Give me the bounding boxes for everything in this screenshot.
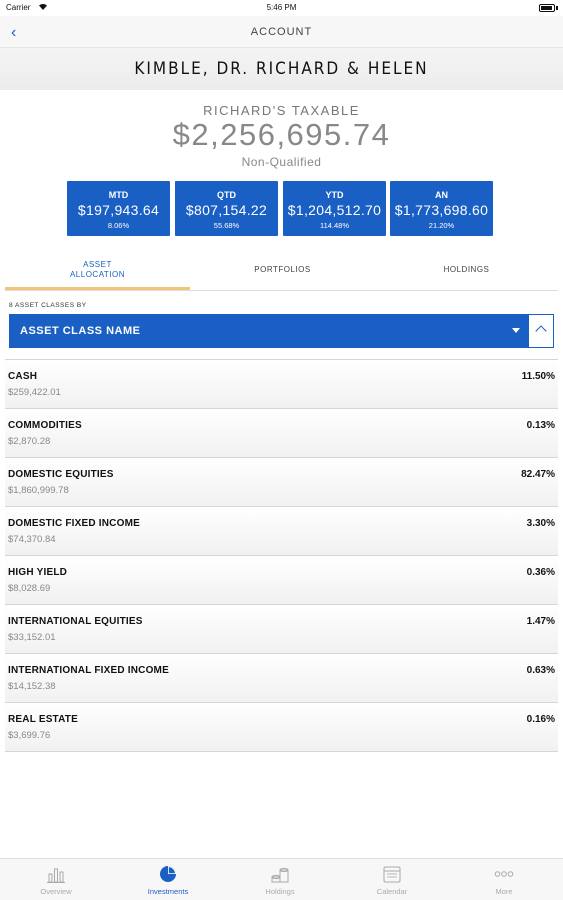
asset-class-name: INTERNATIONAL EQUITIES [8,616,143,627]
asset-class-value: $1,860,999.78 [8,485,69,496]
asset-class-percent: 0.63% [526,665,555,676]
tab-bar-label: More [495,887,513,896]
wifi-icon [39,3,47,10]
tab-bar-item-investments[interactable]: Investments [112,859,224,900]
period-label: MTD [108,190,129,200]
asset-class-value: $14,152.38 [8,681,56,692]
asset-class-percent: 0.13% [526,420,555,431]
tab-bar-label: Investments [147,887,189,896]
asset-class-value: $8,028.69 [8,583,51,594]
asset-class-name: DOMESTIC FIXED INCOME [8,518,140,529]
period-tile-an[interactable]: AN $1,773,698.60 21.20% [390,181,493,236]
asset-class-percent: 11.50% [521,371,555,382]
account-tabs: ASSET ALLOCATION PORTFOLIOS HOLDINGS [5,258,558,291]
chevron-down-icon [512,328,520,333]
period-value: $807,154.22 [185,202,268,218]
asset-class-name: INTERNATIONAL FIXED INCOME [8,665,169,676]
asset-class-count-caption: 8 ASSET CLASSES BY [9,302,87,309]
period-value: $1,204,512.70 [287,202,382,218]
list-item[interactable]: COMMODITIES $2,870.28 0.13% [5,408,558,457]
period-label: AN [435,190,448,200]
account-name: RICHARD'S TAXABLE [203,103,360,118]
client-name: KIMBLE, DR. RICHARD & HELEN [134,59,429,79]
asset-class-value: $74,370.84 [8,534,56,545]
period-performance-tiles: MTD $197,943.64 8.06% QTD $807,154.22 55… [67,181,497,236]
navigation-bar: ‹ ACCOUNT [0,16,563,48]
divider [5,751,558,752]
client-header: KIMBLE, DR. RICHARD & HELEN [0,48,563,90]
sort-direction-button[interactable] [528,314,554,348]
period-value: $1,773,698.60 [394,202,489,218]
account-type: Non-Qualified [241,155,322,169]
status-bar: Carrier 5:46 PM [0,0,563,16]
asset-class-percent: 1.47% [526,616,555,627]
tab-portfolios[interactable]: PORTFOLIOS [254,265,311,274]
divider [5,290,558,291]
battery-icon [539,4,555,12]
account-summary-card: RICHARD'S TAXABLE $2,256,695.74 Non-Qual… [5,95,558,291]
list-item[interactable]: INTERNATIONAL FIXED INCOME $14,152.38 0.… [5,653,558,702]
list-item[interactable]: DOMESTIC FIXED INCOME $74,370.84 3.30% [5,506,558,555]
asset-class-value: $33,152.01 [8,632,56,643]
asset-class-value: $259,422.01 [8,387,61,398]
list-item[interactable]: CASH $259,422.01 11.50% [5,359,558,408]
page-title: ACCOUNT [250,26,313,38]
list-item[interactable]: INTERNATIONAL EQUITIES $33,152.01 1.47% [5,604,558,653]
period-tile-qtd[interactable]: QTD $807,154.22 55.68% [175,181,278,236]
active-tab-indicator [5,287,190,290]
group-by-select[interactable]: ASSET CLASS NAME [9,314,528,348]
asset-class-name: HIGH YIELD [8,567,68,578]
more-dots-icon [494,871,514,877]
period-tile-ytd[interactable]: YTD $1,204,512.70 114.48% [283,181,386,236]
asset-class-percent: 0.36% [526,567,555,578]
tab-bar-label: Holdings [265,887,295,896]
tab-bar-label: Calendar [376,887,408,896]
status-time: 5:46 PM [266,3,297,12]
period-percent: 114.48% [319,221,350,230]
period-tile-mtd[interactable]: MTD $197,943.64 8.06% [67,181,170,236]
asset-class-percent: 0.16% [526,714,555,725]
tab-bar-item-more[interactable]: More [448,859,560,900]
account-total-value: $2,256,695.74 [172,117,391,152]
period-percent: 55.68% [213,221,240,230]
asset-class-list: CASH $259,422.01 11.50% COMMODITIES $2,8… [5,359,558,752]
asset-class-percent: 82.47% [521,469,555,480]
bottom-tab-bar: Overview Investments Holdings Calendar [0,858,563,900]
period-label: YTD [325,190,344,200]
list-item[interactable]: DOMESTIC EQUITIES $1,860,999.78 82.47% [5,457,558,506]
period-percent: 21.20% [428,221,455,230]
asset-class-name: COMMODITIES [8,420,82,431]
group-by-value: ASSET CLASS NAME [20,325,141,337]
asset-class-name: REAL ESTATE [8,714,78,725]
chevron-left-icon[interactable]: ‹ [11,24,17,41]
tab-holdings[interactable]: HOLDINGS [443,265,490,274]
period-label: QTD [217,190,236,200]
asset-class-name: DOMESTIC EQUITIES [8,469,114,480]
tab-bar-item-holdings[interactable]: Holdings [224,859,336,900]
carrier-label: Carrier [6,3,31,12]
tab-bar-item-overview[interactable]: Overview [0,859,112,900]
tab-bar-item-calendar[interactable]: Calendar [336,859,448,900]
asset-class-value: $2,870.28 [8,436,51,447]
list-item[interactable]: REAL ESTATE $3,699.76 0.16% [5,702,558,751]
bar-chart-icon [47,868,65,883]
pie-chart-icon [160,866,176,882]
asset-class-value: $3,699.76 [8,730,51,741]
tab-asset-allocation[interactable]: ASSET ALLOCATION [69,260,126,279]
calendar-icon [383,866,401,883]
period-value: $197,943.64 [77,202,160,218]
tab-bar-label: Overview [40,887,72,896]
chevron-up-icon [535,325,547,337]
asset-class-percent: 3.30% [526,518,555,529]
period-percent: 8.06% [107,221,130,230]
asset-class-name: CASH [8,371,38,382]
coins-icon [271,867,289,883]
list-item[interactable]: HIGH YIELD $8,028.69 0.36% [5,555,558,604]
